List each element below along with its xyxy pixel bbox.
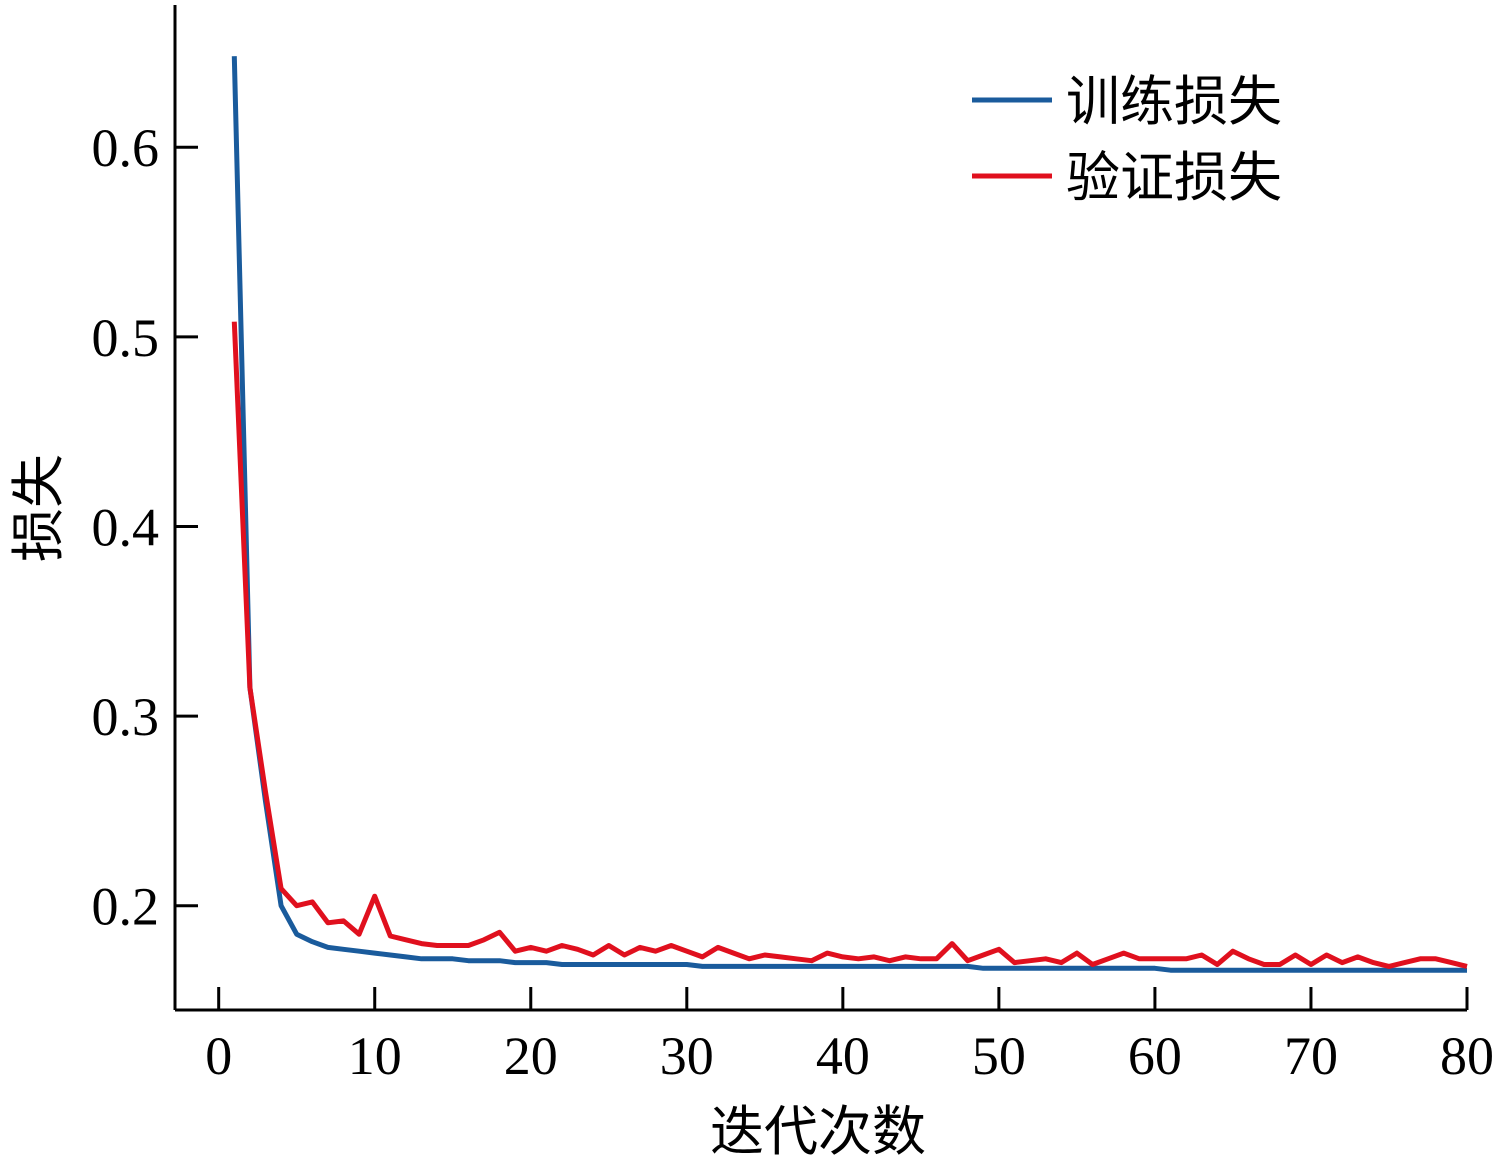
- x-tick-label: 40: [816, 1026, 870, 1086]
- x-tick-label: 0: [205, 1026, 232, 1086]
- y-tick-label: 0.3: [92, 687, 160, 747]
- y-axis-title: 损失: [7, 454, 70, 562]
- y-tick-label: 0.2: [92, 877, 160, 937]
- y-tick-label: 0.5: [92, 308, 160, 368]
- series-line-1: [231, 56, 1467, 973]
- legend-label-1: 训练损失: [1066, 70, 1282, 133]
- x-tick-label: 50: [972, 1026, 1026, 1086]
- ticks-layer: 0 10 20 30 40 50 60 70 80 0.2 0.3 0.4 0.5 0.6: [92, 118, 1495, 1086]
- y-tick-label: 0.6: [92, 118, 160, 178]
- x-tick-label: 20: [504, 1026, 558, 1086]
- x-tick-label: 60: [1128, 1026, 1182, 1086]
- x-tick-label: 10: [348, 1026, 402, 1086]
- x-tick-label: 70: [1284, 1026, 1338, 1086]
- x-tick-label: 80: [1440, 1026, 1494, 1086]
- series-layer: [231, 56, 1468, 973]
- series-line-2: [231, 321, 1468, 969]
- x-tick-label: 30: [660, 1026, 714, 1086]
- axes-layer: [173, 5, 1467, 1012]
- y-tick-label: 0.4: [92, 497, 160, 557]
- x-axis-title: 迭代次数: [710, 1100, 926, 1163]
- legend-label-2: 验证损失: [1066, 146, 1282, 209]
